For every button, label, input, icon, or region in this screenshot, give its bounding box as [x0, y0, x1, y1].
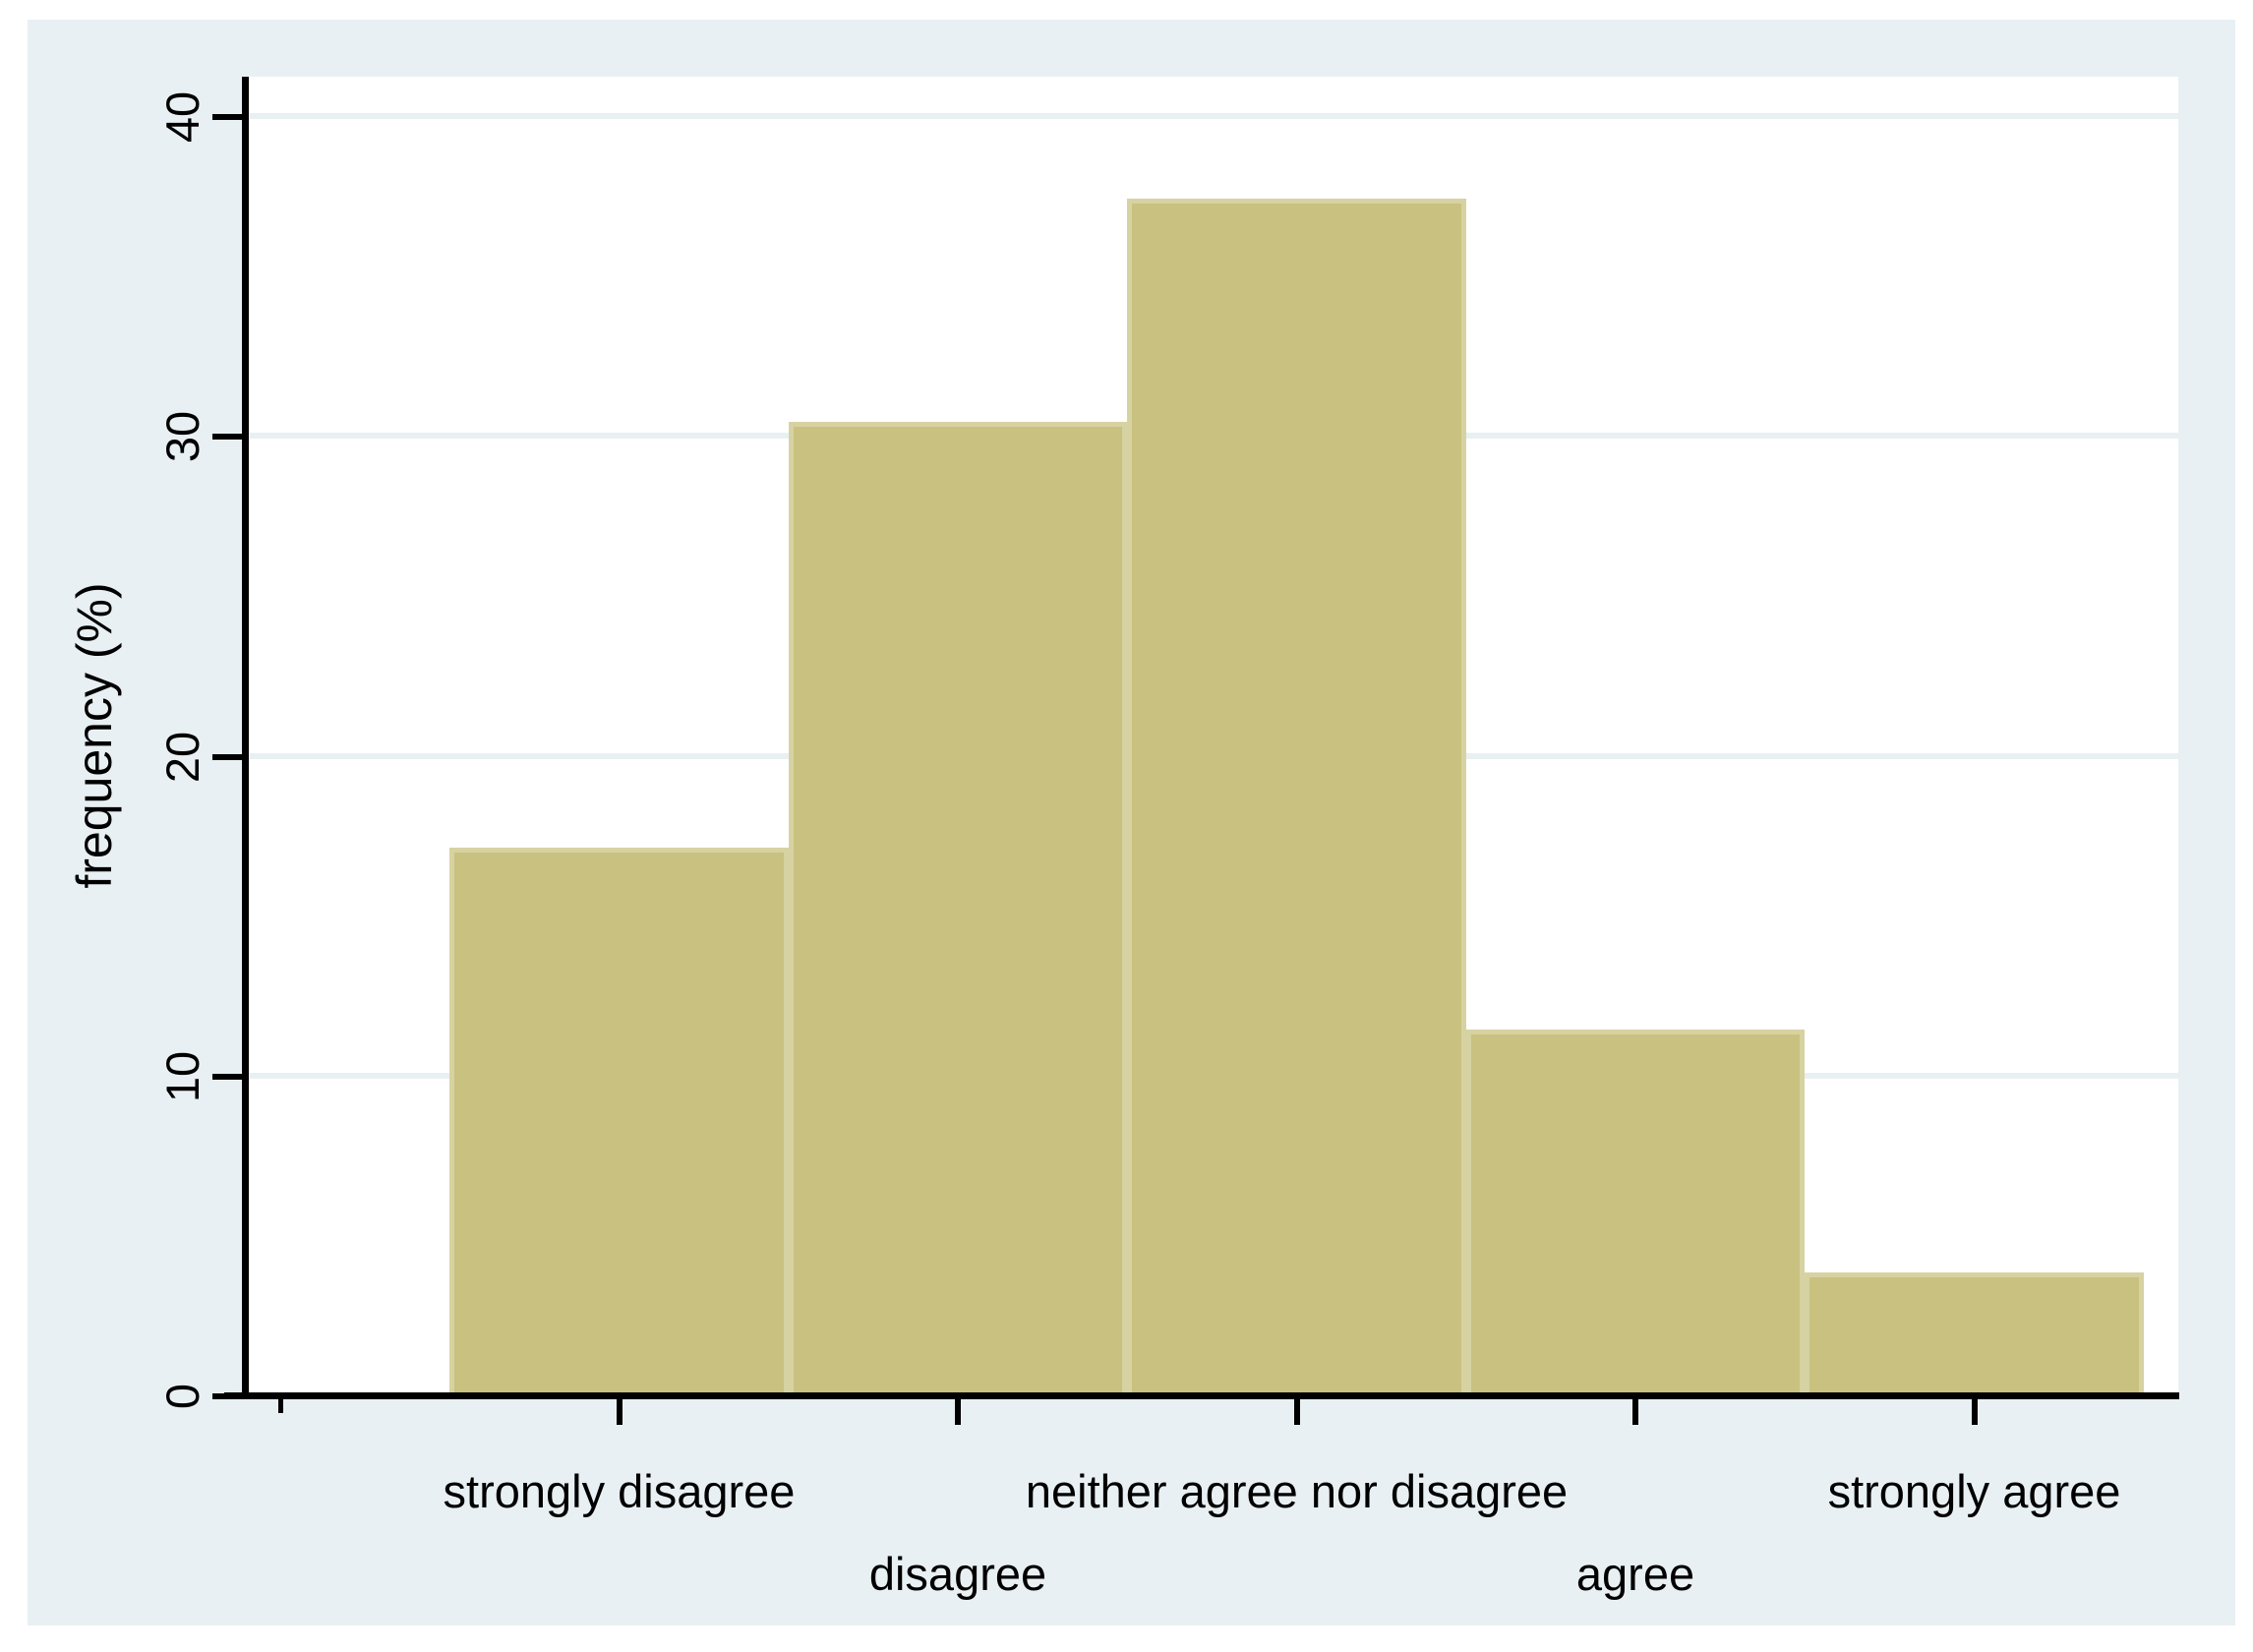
x-tick-agree	[1632, 1399, 1638, 1425]
bar-disagree	[788, 422, 1128, 1394]
x-axis-line	[224, 1392, 2179, 1399]
x-tick-disagree	[955, 1399, 961, 1425]
y-tick-label-40: 40	[156, 90, 208, 144]
x-tick-label-strongly-agree: strongly agree	[1827, 1465, 2121, 1517]
bar-agree	[1465, 1030, 1806, 1394]
y-tick-label-30: 30	[156, 411, 208, 463]
x-tick-label-disagree: disagree	[868, 1548, 1047, 1600]
y-tick-30	[212, 434, 244, 441]
y-tick-20	[212, 753, 244, 760]
y-tick-label-10: 10	[156, 1050, 208, 1102]
x-tick-strongly-disagree	[616, 1399, 623, 1425]
x-tick-label-strongly-disagree: strongly disagree	[443, 1465, 796, 1517]
bar-strongly-agree	[1805, 1272, 2144, 1394]
x-tick-neither-agree-nor-disagree	[1293, 1399, 1300, 1425]
x-axis-origin-tick	[278, 1399, 283, 1413]
y-tick-label-20: 20	[156, 731, 208, 783]
gridline-y-40	[246, 113, 2178, 119]
x-tick-strongly-agree	[1971, 1399, 1978, 1425]
plot-region	[246, 77, 2178, 1394]
x-tick-label-neither-agree-nor-disagree: neither agree nor disagree	[1025, 1465, 1569, 1517]
x-tick-label-agree: agree	[1575, 1548, 1695, 1600]
y-tick-0	[212, 1393, 244, 1399]
y-axis-line	[242, 77, 249, 1399]
y-tick-40	[212, 114, 244, 120]
y-axis-title: frequency (%)	[67, 582, 122, 889]
bar-strongly-disagree	[449, 848, 789, 1394]
y-tick-10	[212, 1073, 244, 1080]
y-tick-label-0: 0	[156, 1383, 208, 1410]
bar-neither-agree-nor-disagree	[1127, 199, 1466, 1394]
